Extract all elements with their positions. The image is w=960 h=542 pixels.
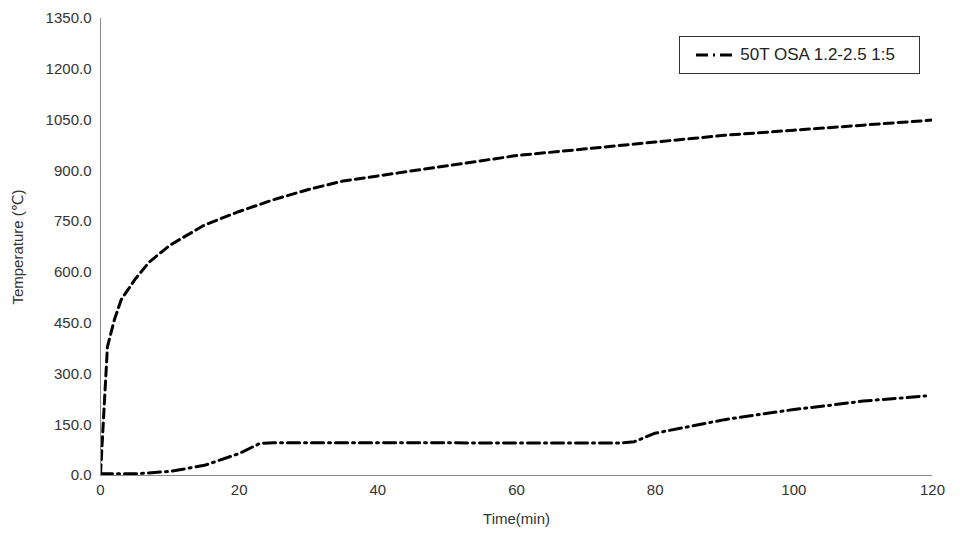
svg-text:20: 20: [231, 481, 248, 498]
svg-text:150.0: 150.0: [54, 416, 92, 433]
svg-text:750.0: 750.0: [54, 212, 92, 229]
html-text:50T OSA 1.2-2.5 1:5: 50T OSA 1.2-2.5 1:5: [740, 45, 895, 64]
svg-text:Time(min): Time(min): [483, 510, 550, 527]
svg-text:1200.0: 1200.0: [46, 60, 92, 77]
svg-text:0: 0: [96, 481, 104, 498]
svg-text:900.0: 900.0: [54, 162, 92, 179]
svg-text:60: 60: [508, 481, 525, 498]
svg-text:40: 40: [369, 481, 386, 498]
svg-text:Temperature (℃): Temperature (℃): [9, 189, 26, 304]
svg-text:600.0: 600.0: [54, 263, 92, 280]
svg-text:80: 80: [647, 481, 664, 498]
svg-text:100: 100: [781, 481, 806, 498]
svg-text:300.0: 300.0: [54, 365, 92, 382]
svg-text:1050.0: 1050.0: [46, 111, 92, 128]
svg-text:0.0: 0.0: [71, 466, 92, 483]
svg-text:120: 120: [920, 481, 945, 498]
svg-text:1350.0: 1350.0: [46, 9, 92, 26]
svg-text:450.0: 450.0: [54, 314, 92, 331]
